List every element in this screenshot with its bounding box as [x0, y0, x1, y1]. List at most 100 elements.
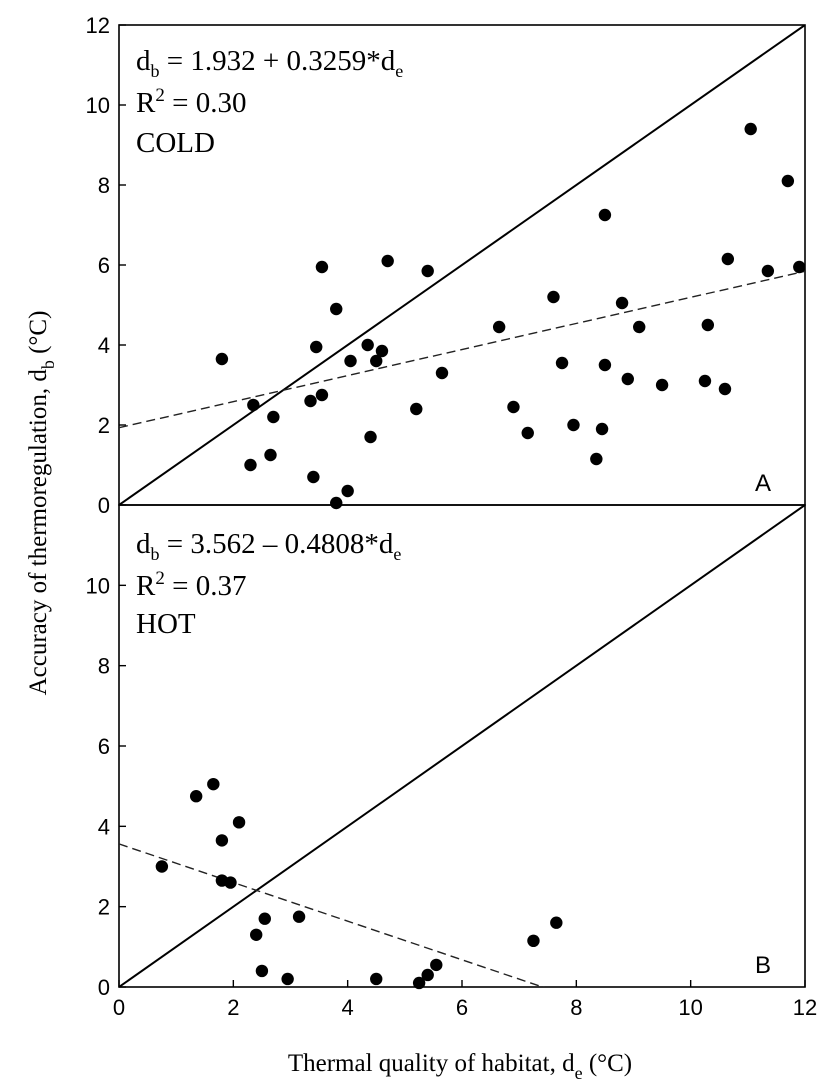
panel-a-data-point [521, 426, 534, 440]
panel-a-data-point [370, 354, 383, 368]
panel-b-data-point [224, 876, 237, 889]
panel-a-data-point [375, 344, 389, 358]
panel-a-data-point [264, 448, 277, 462]
panel-b-data-point [281, 972, 294, 986]
panel-a-data-point [344, 354, 357, 368]
panel-a-letter: A [755, 470, 771, 497]
panel-a-data-point [598, 208, 612, 222]
panel-a-data-point [721, 252, 735, 266]
panel-a-data-point [547, 290, 560, 304]
panel-b-y-tick-label: 0 [98, 975, 110, 1000]
panel-a-data-point [744, 122, 757, 136]
panel-a-data-point [330, 302, 343, 316]
panel-a-plot-area: 0 2 4 6 8 10 12 [86, 13, 806, 518]
panel-a-data-point [555, 356, 569, 370]
panel-b-data-point [550, 916, 563, 929]
panel-b-plot-area: 0 2 4 6 8 10 [86, 504, 806, 1000]
panel-a-data-point [341, 484, 354, 498]
x-tick-label: 2 [227, 995, 239, 1020]
panel-a-data-point [718, 382, 732, 396]
y-axis-title: Accuracy of thermoregulation, db (°C) [25, 311, 58, 696]
panel-a-data-point [781, 174, 795, 188]
panel-b-data-point [255, 964, 269, 978]
panel-b-data-point [189, 790, 203, 803]
panel-a-data-point [655, 378, 669, 392]
panel-a-data-point [435, 366, 449, 380]
panel-b-equation: db = 3.562 – 0.4808*de [136, 528, 401, 564]
x-tick-label: 4 [342, 995, 354, 1020]
panel-a-data-point [267, 410, 280, 424]
panel-a-equation: db = 1.932 + 0.3259*de [136, 45, 403, 81]
panel-b-data-point [370, 972, 383, 986]
x-tick-label: 0 [113, 995, 125, 1020]
x-tick-label: 6 [456, 995, 468, 1020]
panel-a-y-tick-label: 6 [98, 253, 110, 278]
panel-a-data-point [247, 398, 260, 412]
panel-a-y-tick-label: 12 [86, 13, 110, 38]
panel-a-data-point [698, 374, 712, 388]
x-axis-title: Thermal quality of habitat, de (°C) [288, 1050, 632, 1083]
panel-b-letter: B [755, 952, 771, 979]
panel-a-data-point [315, 260, 329, 274]
panel-a-data-point [330, 496, 343, 510]
panel-a-data-point [315, 388, 329, 402]
panel-a-condition-label: COLD [136, 127, 215, 159]
panel-a-data-point [567, 418, 580, 432]
panel-a-data-point [364, 430, 377, 444]
panel-b-data-point [232, 816, 246, 829]
panel-a-identity-line [119, 25, 805, 505]
panel-a-data-point [507, 400, 520, 414]
panel-a-r-squared: R2 = 0.30 [136, 85, 246, 119]
panel-a-data-point [361, 338, 374, 352]
panel-b-data-point [250, 928, 263, 941]
x-tick-label: 12 [793, 995, 817, 1020]
panel-a-data-point [590, 452, 603, 466]
panel-b-y-tick-label: 2 [98, 895, 110, 920]
x-axis-ticks: 0 2 4 6 8 10 12 [113, 980, 817, 1020]
panel-a: 0 2 4 6 8 10 12 db = 1.932 + 0.3259*de R2 = 0.… [86, 13, 806, 518]
panel-a-data-point [701, 318, 715, 332]
panel-a-data-point [598, 358, 612, 372]
panel-b-data-point [527, 934, 540, 948]
panel-a-regression-line [119, 270, 805, 429]
panel-a-data-point [492, 320, 506, 334]
panel-a-data-point [215, 352, 229, 366]
panel-b-r-squared: R2 = 0.37 [136, 568, 246, 602]
x-tick-label: 8 [570, 995, 582, 1020]
panel-a-data-point [381, 254, 394, 268]
panel-a-data-point [421, 264, 434, 278]
panel-a-y-tick-label: 4 [98, 333, 110, 358]
panel-b-y-tick-label: 4 [98, 814, 110, 839]
panel-b-data-point [412, 976, 426, 990]
panel-b-data-point [430, 958, 443, 972]
panel-a-data-point [310, 340, 323, 354]
panel-b: 0 2 4 6 8 10 db = 3.562 – 0.4808*de R2 = 0.37… [86, 504, 806, 1000]
panel-a-data-point [410, 402, 423, 416]
panel-b-data-point [258, 912, 271, 925]
panel-a-data-point [304, 394, 317, 408]
panel-b-y-tick-label: 6 [98, 734, 110, 759]
panel-a-data-point [307, 470, 320, 484]
panel-a-data-point [633, 320, 646, 334]
panel-a-data-point [615, 296, 629, 310]
panel-a-data-point [793, 260, 806, 274]
panel-a-y-tick-label: 0 [98, 493, 110, 518]
panel-b-data-point [207, 777, 220, 791]
panel-a-data-point [595, 422, 609, 436]
x-tick-label: 10 [678, 995, 702, 1020]
panel-a-data-point [621, 372, 634, 386]
panel-b-identity-line [119, 505, 805, 987]
panel-b-y-tick-label: 10 [86, 573, 110, 598]
panel-b-condition-label: HOT [136, 608, 196, 640]
panel-b-data-point [215, 834, 229, 847]
panel-b-y-tick-label: 8 [98, 654, 110, 679]
panel-b-data-point [292, 910, 306, 923]
panel-a-data-point [244, 458, 257, 472]
panel-a-data-point [761, 264, 775, 278]
panel-b-data-point [421, 968, 434, 982]
panel-a-y-tick-label: 2 [98, 413, 110, 438]
panel-b-data-point [155, 860, 169, 873]
panel-a-y-tick-label: 8 [98, 173, 110, 198]
panel-a-y-tick-label: 10 [86, 93, 110, 118]
